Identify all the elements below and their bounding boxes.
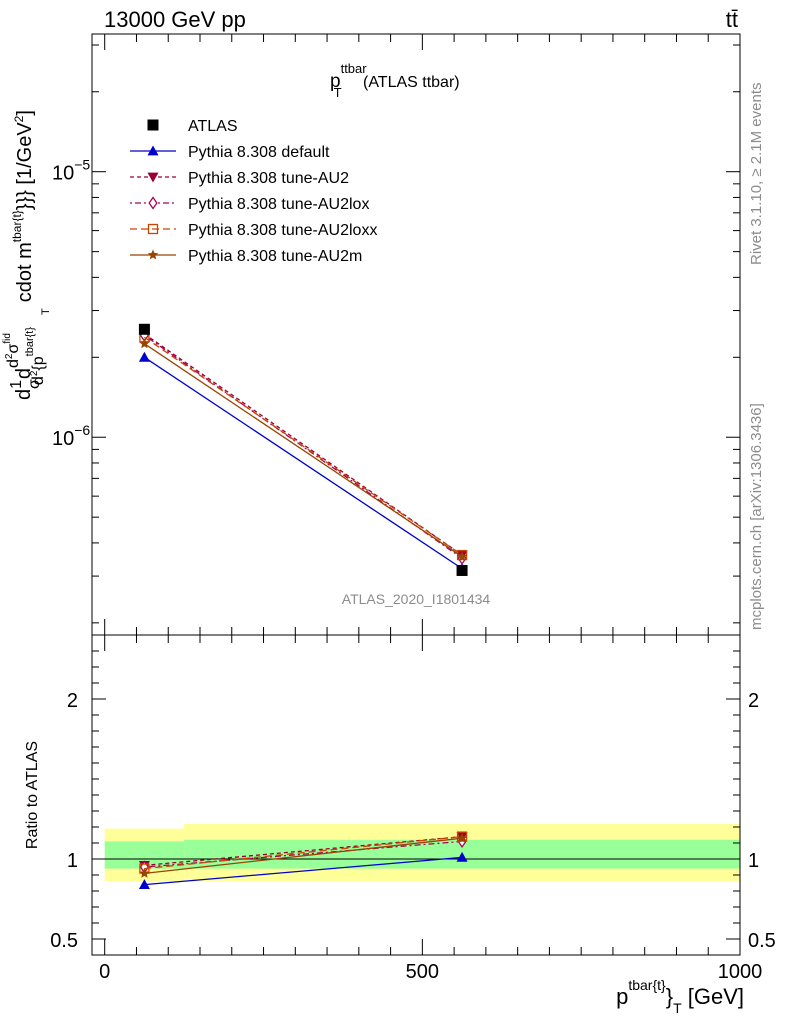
header-right: tt̄ xyxy=(726,7,738,32)
ratio-tick-label-right: 2 xyxy=(748,690,759,712)
ratio-frame xyxy=(91,634,741,956)
ratio-line-2 xyxy=(144,840,463,868)
legend-marker-data xyxy=(147,119,159,131)
x-axis-label: ptbar{t}}T [GeV] xyxy=(616,977,744,1016)
legend-item-4: Pythia 8.308 tune-AU2m xyxy=(130,248,362,265)
ratio-line-0 xyxy=(144,856,463,886)
legend-label-data: ATLAS xyxy=(188,118,238,135)
x-tick-label: 0 xyxy=(99,961,110,983)
x-tick-label: 1000 xyxy=(718,961,763,983)
source-label: mcplots.cern.ch [arXiv:1306.3436] xyxy=(748,403,765,630)
uncertainty-bands xyxy=(92,823,740,882)
legend-item-2: Pythia 8.308 tune-AU2lox xyxy=(130,196,369,213)
legend-label-4: Pythia 8.308 tune-AU2m xyxy=(188,248,362,265)
y-axis-label: d1σdd2σfidd2{ptbar{t}Tcdot mtbar{t}}}} [… xyxy=(2,110,52,400)
legend-marker-2 xyxy=(148,196,158,210)
ratio-4-point-0 xyxy=(139,867,150,878)
ratio-line-4 xyxy=(144,837,463,875)
series-line-3 xyxy=(144,336,463,556)
series-line-4 xyxy=(144,343,463,558)
legend-label-3: Pythia 8.308 tune-AU2loxx xyxy=(188,222,377,239)
ratio-tick-label-right: 1 xyxy=(748,850,759,872)
legend-label-2: Pythia 8.308 tune-AU2lox xyxy=(188,196,369,213)
ratio-0-point-1 xyxy=(456,851,468,862)
ratio-y-axis-label: Ratio to ATLAS xyxy=(24,741,41,849)
legend-marker-0 xyxy=(147,145,159,156)
legend-item-1: Pythia 8.308 tune-AU2 xyxy=(130,170,349,187)
axes: 10−6 10−5 0.5 0.5 1 1 2 2 0 500 1000 xyxy=(50,33,776,983)
ratio-0-point-0 xyxy=(138,879,150,889)
series-line-0 xyxy=(144,356,463,570)
y-tick-label: 10−5 xyxy=(52,157,90,185)
legend-label-0: Pythia 8.308 default xyxy=(188,144,330,161)
legend-item-0: Pythia 8.308 default xyxy=(130,144,330,161)
header-left: 13000 GeV pp xyxy=(104,7,246,32)
legend-marker-1 xyxy=(147,172,159,183)
ratio-tick-label: 0.5 xyxy=(50,930,78,952)
ratio-4-point-1 xyxy=(456,832,468,843)
analysis-label: ATLAS_2020_I1801434 xyxy=(342,591,491,607)
x-tick-label: 500 xyxy=(406,961,439,983)
y-tick-label: 10−6 xyxy=(52,422,90,450)
data-point-0 xyxy=(138,323,150,335)
legend-marker-3 xyxy=(147,223,159,235)
series-0-point-0 xyxy=(138,351,150,362)
series-line-1 xyxy=(144,333,463,556)
legend-label-1: Pythia 8.308 tune-AU2 xyxy=(188,170,349,187)
series-4-point-1 xyxy=(456,551,468,562)
legend-item-data: ATLAS xyxy=(147,118,238,135)
legend-item-3: Pythia 8.308 tune-AU2loxx xyxy=(130,222,377,239)
ratio-tick-label-right: 0.5 xyxy=(748,930,776,952)
plot-title: pttbar T (ATLAS ttbar) xyxy=(330,61,460,100)
legend: ATLAS Pythia 8.308 default Pythia 8.308 tu… xyxy=(130,118,377,265)
rivet-label: Rivet 3.1.10, ≥ 2.1M events xyxy=(748,83,765,266)
ratio-line-3 xyxy=(144,835,463,870)
ratio-tick-label: 1 xyxy=(67,850,78,872)
series-4-point-0 xyxy=(139,338,150,349)
ratio-tick-label: 2 xyxy=(67,690,78,712)
series xyxy=(138,323,468,889)
data-point-1 xyxy=(456,564,468,576)
legend-marker-4 xyxy=(147,249,159,260)
